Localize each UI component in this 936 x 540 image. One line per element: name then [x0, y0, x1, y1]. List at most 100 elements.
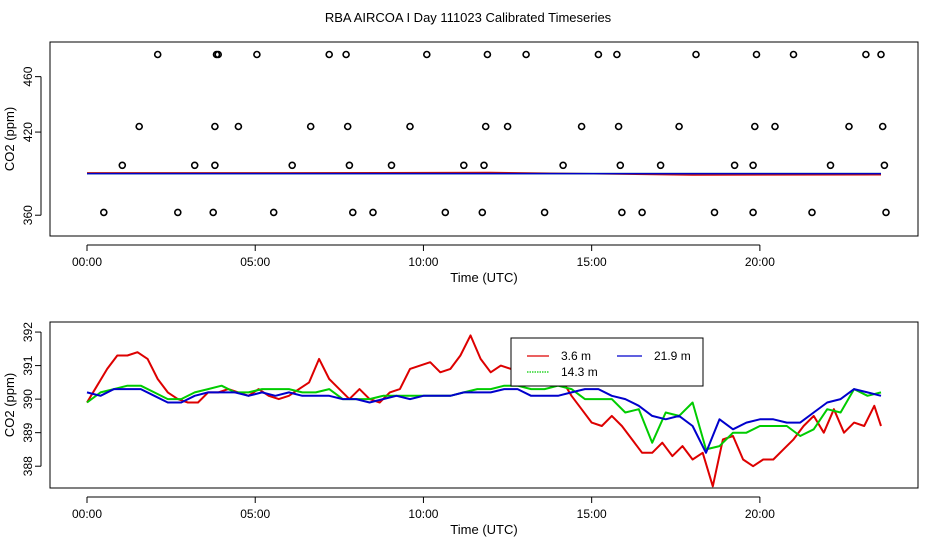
legend-label-3-6m: 3.6 m — [561, 349, 591, 363]
top-x-axis: 00:00 05:00 10:00 15:00 20:00 — [72, 244, 775, 269]
scatter-point — [153, 50, 162, 59]
scatter-point — [459, 161, 468, 170]
scatter-point — [190, 161, 199, 170]
top-panel: 00:00 05:00 10:00 15:00 20:00 360 420 460 Time… — [2, 41, 919, 285]
top-y-axis-label: CO2 (ppm) — [2, 107, 17, 171]
scatter-point — [288, 161, 297, 170]
scatter-point — [253, 50, 261, 59]
scatter-point — [306, 122, 315, 131]
scatter-point — [522, 50, 530, 59]
bottom-y-axis: 388 389 390 391 392 — [21, 322, 42, 476]
scatter-point — [369, 208, 377, 217]
scatter-point — [269, 208, 278, 217]
scatter-point — [325, 50, 334, 59]
scatter-point — [882, 208, 890, 217]
top-y-tick-label: 360 — [21, 205, 35, 225]
scatter-point — [808, 208, 816, 217]
scatter-point — [614, 122, 623, 131]
scatter-point — [483, 50, 492, 59]
scatter-point — [209, 208, 217, 217]
scatter-point — [441, 208, 450, 217]
scatter-point — [345, 161, 354, 170]
scatter-point — [675, 122, 683, 131]
scatter-point — [135, 122, 143, 131]
scatter-point — [613, 50, 621, 59]
bottom-series-lines — [86, 334, 882, 488]
top-x-tick-label: 05:00 — [240, 255, 270, 269]
top-y-tick-label: 460 — [21, 66, 35, 86]
scatter-point — [214, 50, 222, 59]
bottom-panel: 00:00 05:00 10:00 15:00 20:00 388 389 390 391 39… — [2, 321, 919, 537]
bottom-x-tick-label: 15:00 — [577, 507, 607, 521]
scatter-point — [342, 50, 350, 59]
scatter-point — [638, 208, 646, 217]
legend-label-14-3m: 14.3 m — [561, 365, 598, 379]
scatter-point — [348, 208, 357, 217]
scatter-point — [750, 122, 759, 131]
top-x-tick-label: 10:00 — [408, 255, 438, 269]
bottom-y-tick-label: 390 — [21, 389, 35, 409]
top-x-tick-label: 20:00 — [745, 255, 775, 269]
scatter-point — [710, 208, 719, 217]
bottom-y-tick-label: 388 — [21, 456, 35, 476]
scatter-point — [749, 161, 757, 170]
bottom-plot-frame — [49, 321, 919, 489]
bottom-y-tick-label: 392 — [21, 322, 35, 342]
scatter-point — [406, 122, 414, 131]
scatter-point — [540, 208, 549, 217]
figure-title: RBA AIRCOA I Day 111023 Calibrated Times… — [325, 10, 612, 25]
bottom-series-line-21-9-m — [86, 388, 882, 454]
bottom-x-axis-label: Time (UTC) — [450, 522, 517, 537]
scatter-point — [343, 122, 352, 131]
scatter-point — [826, 161, 835, 170]
bottom-y-tick-label: 391 — [21, 355, 35, 375]
scatter-point — [878, 122, 887, 131]
top-x-tick-label: 15:00 — [577, 255, 607, 269]
scatter-point — [845, 122, 853, 131]
scatter-point — [387, 161, 396, 170]
scatter-point — [234, 122, 243, 131]
scatter-point — [577, 122, 586, 131]
scatter-point — [877, 50, 885, 59]
bottom-series-line-3-6-m — [86, 334, 882, 488]
scatter-point — [211, 161, 219, 170]
bottom-x-tick-label: 05:00 — [240, 507, 270, 521]
top-series-lines — [87, 171, 882, 176]
top-y-axis: 360 420 460 — [21, 66, 42, 225]
bottom-x-tick-label: 10:00 — [408, 507, 438, 521]
top-scatter-points — [100, 50, 890, 217]
bottom-y-axis-label: CO2 (ppm) — [2, 373, 17, 437]
top-x-tick-label: 00:00 — [72, 255, 102, 269]
scatter-point — [478, 208, 487, 217]
top-plot-frame — [49, 41, 919, 237]
scatter-point — [618, 208, 626, 217]
scatter-point — [118, 161, 127, 170]
scatter-point — [771, 122, 779, 131]
scatter-point — [422, 50, 431, 59]
legend-box — [510, 337, 704, 387]
scatter-point — [656, 161, 665, 170]
bottom-series-line-14-3-m — [86, 384, 882, 451]
scatter-point — [559, 161, 567, 170]
scatter-point — [730, 161, 739, 170]
top-x-axis-label: Time (UTC) — [450, 270, 517, 285]
scatter-point — [211, 122, 219, 131]
scatter-point — [880, 161, 889, 170]
bottom-y-tick-label: 389 — [21, 422, 35, 442]
legend: 3.6 m 21.9 m 14.3 m — [510, 337, 704, 387]
scatter-point — [692, 50, 700, 59]
bottom-x-tick-label: 20:00 — [745, 507, 775, 521]
scatter-point — [752, 50, 761, 59]
scatter-point — [749, 208, 757, 217]
bottom-x-tick-label: 00:00 — [72, 507, 102, 521]
scatter-point — [480, 161, 488, 170]
scatter-point — [789, 50, 798, 59]
scatter-point — [503, 122, 512, 131]
top-y-tick-label: 420 — [21, 122, 35, 142]
legend-label-21-9m: 21.9 m — [654, 349, 691, 363]
scatter-point — [174, 208, 182, 217]
scatter-point — [616, 161, 625, 170]
bottom-x-axis: 00:00 05:00 10:00 15:00 20:00 — [72, 496, 775, 521]
scatter-point — [594, 50, 603, 59]
